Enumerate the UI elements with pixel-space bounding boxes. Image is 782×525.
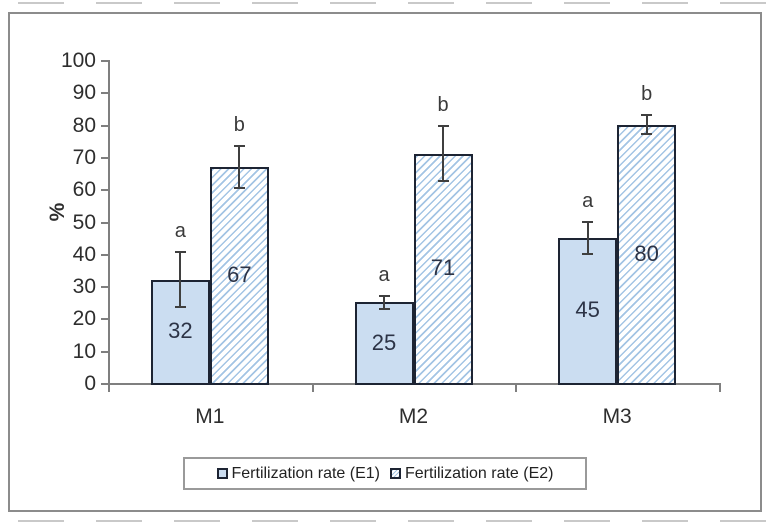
- y-tick-label: 0: [84, 372, 96, 395]
- error-bar-cap-top: [378, 294, 390, 297]
- legend: Fertilization rate (E1) Fertilization ra…: [183, 457, 587, 490]
- category-label: M2: [398, 405, 429, 428]
- legend-label-e2: Fertilization rate (E2): [405, 464, 554, 482]
- y-axis: [108, 60, 110, 385]
- y-tick-label: 50: [72, 210, 96, 234]
- bar-e1-m3: [558, 237, 618, 385]
- error-bar-cap-bottom: [437, 180, 449, 183]
- y-axis-title: %: [46, 202, 69, 222]
- error-bar-cap-bottom: [378, 307, 390, 310]
- error-bar-cap-top: [437, 125, 449, 128]
- error-bar: [442, 126, 444, 182]
- legend-marker-e2-icon: [390, 468, 401, 479]
- legend-item-e1: Fertilization rate (E1): [216, 464, 381, 483]
- error-bar-cap-top: [174, 251, 186, 254]
- error-bar-cap-top: [233, 144, 245, 147]
- bar-e2-m3: [617, 124, 677, 385]
- y-tick-label: 30: [72, 275, 96, 299]
- y-axis-tick: [101, 189, 108, 192]
- x-axis-tick: [311, 385, 314, 392]
- bar-value-label: 80: [634, 240, 659, 266]
- y-tick-label: 80: [72, 113, 96, 137]
- y-axis-tick: [101, 253, 108, 256]
- bar-value-label: 32: [168, 318, 193, 344]
- y-axis-tick: [101, 350, 108, 353]
- error-bar: [238, 145, 241, 188]
- y-axis-tick: [101, 92, 108, 95]
- y-tick-label: 20: [72, 307, 96, 331]
- error-bar-cap-bottom: [233, 186, 245, 189]
- legend-marker-e1-icon: [216, 468, 228, 479]
- error-bar-cap-top: [641, 113, 653, 116]
- bar-value-label: 25: [371, 329, 397, 355]
- y-axis-tick: [101, 60, 108, 62]
- error-bar-cap-bottom: [582, 252, 594, 255]
- bar-value-label: 71: [430, 255, 456, 281]
- significance-letter: b: [437, 94, 449, 117]
- bar-e1-m2: [354, 302, 414, 385]
- bar-e2-m2: [413, 153, 473, 385]
- significance-letter: a: [174, 220, 186, 243]
- legend-item-e2: Fertilization rate (E2): [390, 465, 554, 483]
- category-label: M1: [195, 405, 225, 428]
- category-label: M3: [602, 405, 632, 428]
- bar-value-label: 45: [575, 297, 600, 323]
- y-axis-tick: [101, 383, 108, 385]
- x-axis-tick: [108, 385, 110, 392]
- y-tick-label: 60: [72, 178, 96, 202]
- y-tick-label: 10: [72, 339, 96, 363]
- significance-letter: b: [641, 82, 653, 105]
- error-bar: [586, 221, 589, 254]
- y-axis-tick: [101, 221, 108, 224]
- error-bar-cap-bottom: [641, 133, 653, 136]
- bar-e2-m1: [209, 166, 269, 385]
- error-bar: [645, 114, 648, 135]
- scan-artifact-line-bottom: [18, 520, 770, 522]
- y-axis-tick: [101, 156, 108, 159]
- y-tick-label: 70: [72, 145, 96, 169]
- y-axis-tick: [101, 286, 108, 289]
- y-tick-label: 40: [72, 242, 96, 266]
- x-axis-tick: [719, 385, 721, 392]
- bar-value-label: 67: [227, 261, 252, 287]
- error-bar-cap-top: [582, 220, 594, 223]
- x-axis-tick: [515, 385, 518, 392]
- y-axis-tick: [101, 318, 108, 321]
- y-tick-label: 100: [60, 49, 96, 72]
- error-bar: [383, 295, 385, 309]
- significance-letter: a: [582, 189, 594, 212]
- error-bar-cap-bottom: [174, 306, 186, 309]
- scan-artifact-line-top: [18, 2, 770, 4]
- legend-label-e1: Fertilization rate (E1): [231, 464, 381, 482]
- y-axis-tick: [101, 124, 108, 127]
- error-bar: [179, 252, 182, 308]
- y-tick-label: 90: [72, 81, 96, 105]
- significance-letter: a: [378, 263, 390, 286]
- significance-letter: b: [233, 113, 245, 136]
